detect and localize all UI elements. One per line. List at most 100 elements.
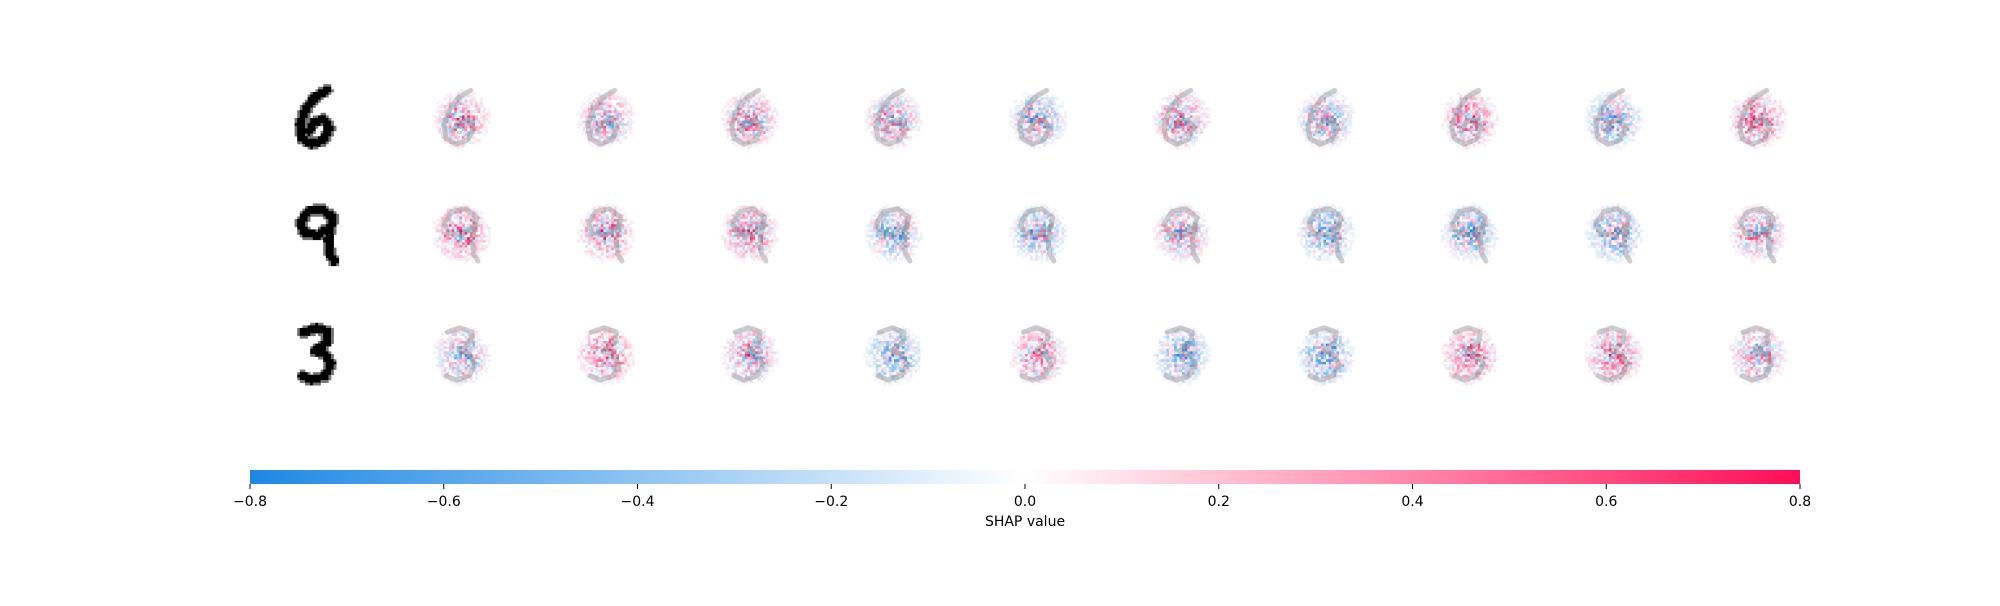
shap-pixel [1752,115,1756,119]
input-pixel [299,221,303,225]
input-pixel [307,232,311,235]
shap-pixel [1595,107,1599,111]
shap-pixel [1328,144,1332,147]
shap-pixel [1035,146,1039,150]
shap-pixel [608,224,612,228]
image-grid [294,84,1787,386]
shap-pixel [726,128,730,132]
input-pixel [297,123,301,127]
shap-pixel [1169,110,1172,114]
shap-pixel [1027,128,1031,132]
input-pixel [323,115,327,119]
shap-pixel [1045,107,1049,111]
input-pixel [305,123,308,127]
shap-pixel [619,232,622,235]
shap-pixel [904,123,908,127]
shap-pixel [595,112,599,116]
shap-pixel [765,263,769,267]
shap-pixel [608,125,612,129]
shap-pixel [1346,112,1350,116]
shap-pixel [613,211,617,215]
shap-pixel [1778,110,1782,114]
shap-pixel [629,221,633,225]
shap-pixel [585,224,589,228]
shap-pixel [1588,125,1591,129]
shap-pixel [624,97,628,101]
shap-pixel [472,211,476,215]
shap-pixel [1176,144,1180,147]
shap-pixel [1464,144,1468,147]
shap-pixel [454,112,458,116]
shap-pixel [1760,133,1764,137]
shap-pixel [1763,86,1767,90]
input-pixel [320,94,324,98]
input-pixel [331,224,334,228]
shap-pixel [593,136,596,140]
shap-pixel [1747,105,1751,108]
shap-pixel [875,115,879,119]
shap-pixel [1174,94,1178,98]
shap-pixel [894,128,897,132]
input-pixel [328,133,332,137]
shap-pixel [464,97,468,101]
shap-pixel [1038,102,1041,106]
shap-pixel [1320,92,1324,95]
shap-pixel [600,258,604,261]
shap-pixel [1187,133,1191,137]
shap-pixel [1192,123,1196,127]
shap-pixel [1189,115,1193,119]
shap-pixel [472,250,476,254]
shap-pixel [1045,133,1049,137]
shap-pixel [451,232,455,235]
input-pixel [310,94,314,98]
shap-pixel [1472,112,1476,116]
shap-pixel [1776,131,1780,134]
shap-pixel [750,94,753,98]
shap-map-digit-6-output-6 [1297,84,1355,150]
shap-pixel [629,110,633,114]
shap-pixel [1030,133,1034,137]
shap-pixel [1480,125,1484,129]
shap-pixel [763,258,766,261]
shap-pixel [472,128,476,132]
input-pixel [307,136,311,140]
shap-pixel [608,258,612,261]
shap-pixel [886,133,890,137]
shap-pixel [1187,105,1191,108]
shap-pixel [1449,118,1453,121]
shap-pixel [1346,123,1350,127]
shap-pixel [739,232,743,235]
shap-pixel [765,221,769,225]
shap-pixel [1341,94,1345,98]
shap-pixel [1200,120,1204,124]
input-pixel [302,110,306,114]
shap-pixel [606,213,609,217]
shap-pixel [1608,144,1612,147]
shap-pixel [870,216,874,220]
shap-pixel [1485,125,1489,129]
shap-pixel [587,115,591,119]
shap-pixel [1336,136,1340,140]
shap-pixel [1451,131,1455,134]
shap-pixel [1590,125,1594,129]
shap-pixel [1464,92,1468,95]
shap-pixel [600,102,604,106]
shap-pixel [886,102,890,106]
shap-pixel [1601,128,1604,132]
shap-pixel [606,123,609,127]
input-pixel [328,89,332,93]
shap-pixel [1043,138,1047,142]
shap-pixel [1601,133,1604,137]
shap-pixel [1470,97,1473,101]
shap-pixel [1315,102,1319,106]
shap-pixel [1598,128,1602,132]
shap-pixel [737,224,740,228]
input-pixel [328,120,332,124]
input-pixel [323,247,327,251]
shap-pixel [616,118,620,121]
shap-pixel [760,112,764,116]
shap-pixel [464,94,468,98]
shap-pixel [1333,128,1337,132]
shap-pixel [770,221,774,225]
shap-pixel [1025,99,1028,103]
